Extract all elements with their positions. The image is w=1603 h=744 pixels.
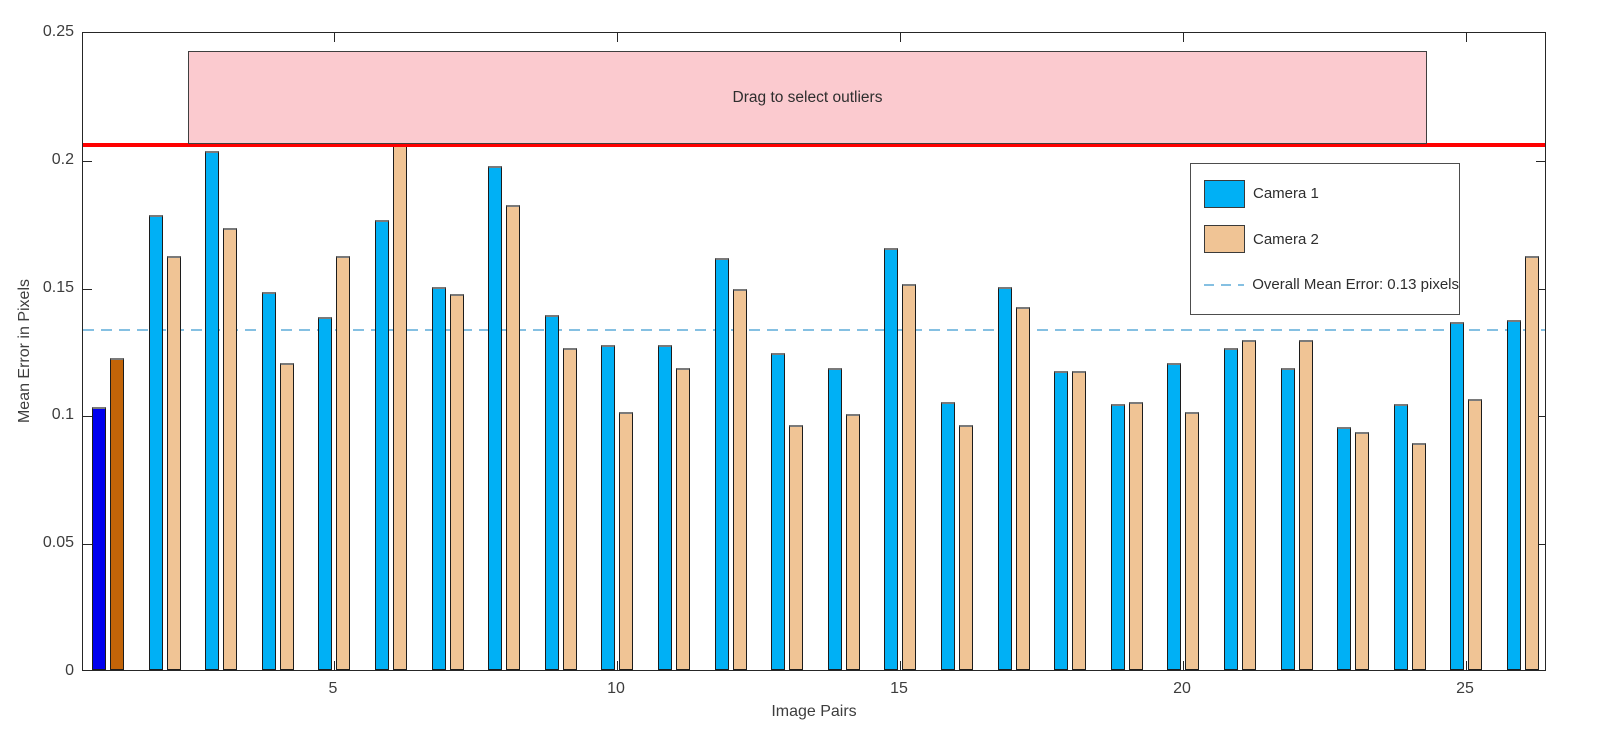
bar-camera1-pair-20[interactable] <box>1167 363 1182 670</box>
bar-camera1-pair-9[interactable] <box>544 315 559 670</box>
bar-camera1-pair-7[interactable] <box>431 287 446 670</box>
bar-camera2-pair-4[interactable] <box>279 363 294 670</box>
bar-camera1-pair-15[interactable] <box>884 248 899 670</box>
x-axis-title: Image Pairs <box>771 703 857 720</box>
x-tick-top <box>1466 33 1467 42</box>
y-tick-right <box>1536 161 1545 162</box>
bar-camera2-pair-7[interactable] <box>449 294 464 670</box>
x-tick-label: 5 <box>328 680 338 697</box>
outlier-threshold-line[interactable] <box>83 143 1545 147</box>
camera1-swatch <box>1204 179 1245 208</box>
bar-camera1-pair-4[interactable] <box>261 292 276 670</box>
legend-item-camera1: Camera 1 <box>1191 174 1459 214</box>
bar-camera2-pair-13[interactable] <box>789 425 804 670</box>
legend-item-camera2: Camera 2 <box>1191 219 1459 259</box>
legend-item-mean-error: Overall Mean Error: 0.13 pixels <box>1191 265 1459 305</box>
bar-camera2-pair-2[interactable] <box>166 256 181 670</box>
bar-camera2-pair-23[interactable] <box>1355 432 1370 670</box>
bar-camera2-pair-6[interactable] <box>393 141 407 670</box>
bar-camera1-pair-23[interactable] <box>1337 427 1352 670</box>
y-tick-left <box>83 289 92 290</box>
y-tick-label: 0.2 <box>51 151 74 168</box>
bar-camera2-pair-11[interactable] <box>676 368 690 670</box>
bar-camera2-pair-12[interactable] <box>732 289 747 670</box>
bar-camera2-pair-20[interactable] <box>1185 412 1200 670</box>
y-tick-label: 0.1 <box>51 406 74 423</box>
plot-area[interactable]: Drag to select outliers <box>82 32 1546 671</box>
bar-camera1-pair-14[interactable] <box>827 368 842 670</box>
bar-camera2-pair-24[interactable] <box>1411 443 1426 670</box>
bar-camera1-pair-12[interactable] <box>714 258 729 670</box>
bar-camera1-pair-2[interactable] <box>148 215 163 670</box>
bar-camera2-pair-19[interactable] <box>1128 402 1143 670</box>
bar-camera1-pair-16[interactable] <box>941 402 955 670</box>
bar-camera2-pair-9[interactable] <box>562 348 577 670</box>
camera1-label: Camera 1 <box>1253 185 1319 202</box>
drag-select-outliers-region[interactable]: Drag to select outliers <box>188 51 1427 144</box>
y-tick-left <box>83 161 92 162</box>
bar-camera2-pair-8[interactable] <box>506 205 521 670</box>
x-tick-top <box>617 33 618 42</box>
overall-mean-error-line <box>83 329 1545 331</box>
x-tick-label: 20 <box>1173 680 1191 697</box>
bar-camera1-pair-24[interactable] <box>1393 404 1408 670</box>
bar-camera1-pair-1[interactable] <box>92 407 106 670</box>
bar-camera1-pair-13[interactable] <box>771 353 786 670</box>
bar-camera2-pair-17[interactable] <box>1015 307 1030 670</box>
bar-camera1-pair-10[interactable] <box>601 345 616 670</box>
bar-camera2-pair-14[interactable] <box>845 414 860 670</box>
y-tick-label: 0.15 <box>42 279 74 296</box>
bar-camera1-pair-26[interactable] <box>1507 320 1521 670</box>
bar-camera2-pair-22[interactable] <box>1298 340 1313 670</box>
bar-camera2-pair-1[interactable] <box>110 358 124 670</box>
bar-camera1-pair-11[interactable] <box>658 345 672 670</box>
x-tick-top <box>900 33 901 42</box>
bar-camera1-pair-5[interactable] <box>318 317 333 670</box>
x-tick-label: 10 <box>607 680 625 697</box>
bar-camera2-pair-10[interactable] <box>619 412 634 670</box>
bar-camera1-pair-22[interactable] <box>1280 368 1295 670</box>
bar-camera1-pair-17[interactable] <box>997 287 1012 670</box>
mean-error-label: Overall Mean Error: 0.13 pixels <box>1252 276 1459 293</box>
mean-error-dash-icon <box>1204 283 1245 286</box>
legend: Camera 1 Camera 2 Overall Mean Error: 0.… <box>1190 163 1460 315</box>
x-tick-bottom <box>334 661 335 670</box>
y-tick-label: 0.25 <box>42 23 74 40</box>
bar-camera2-pair-16[interactable] <box>959 425 973 670</box>
bar-camera1-pair-19[interactable] <box>1110 404 1125 670</box>
y-axis-title: Mean Error in Pixels <box>16 278 33 424</box>
bar-camera1-pair-21[interactable] <box>1224 348 1238 670</box>
x-tick-bottom <box>1466 661 1467 670</box>
x-tick-top <box>1183 33 1184 42</box>
camera2-label: Camera 2 <box>1253 230 1319 248</box>
y-tick-label: 0.05 <box>42 534 74 551</box>
y-tick-left <box>83 544 92 545</box>
y-tick-right <box>1536 289 1545 290</box>
bar-camera1-pair-6[interactable] <box>375 220 389 670</box>
x-tick-label: 25 <box>1456 680 1474 697</box>
y-tick-label: 0 <box>65 662 74 679</box>
bar-camera2-pair-21[interactable] <box>1242 340 1256 670</box>
x-tick-top <box>334 33 335 42</box>
x-tick-bottom <box>1183 661 1184 670</box>
bar-camera1-pair-3[interactable] <box>205 151 220 670</box>
drag-select-outliers-label: Drag to select outliers <box>732 88 883 106</box>
bar-camera2-pair-26[interactable] <box>1525 256 1539 670</box>
bar-camera1-pair-8[interactable] <box>488 166 503 670</box>
bar-camera2-pair-15[interactable] <box>902 284 917 670</box>
x-tick-label: 15 <box>890 680 908 697</box>
bar-camera2-pair-3[interactable] <box>223 228 238 670</box>
bar-camera2-pair-25[interactable] <box>1468 399 1483 670</box>
x-tick-bottom <box>617 661 618 670</box>
y-tick-right <box>1536 544 1545 545</box>
camera2-swatch <box>1204 225 1245 253</box>
bar-camera2-pair-18[interactable] <box>1072 371 1087 670</box>
y-tick-left <box>83 416 92 417</box>
x-tick-bottom <box>900 661 901 670</box>
bar-camera1-pair-25[interactable] <box>1450 322 1465 670</box>
bar-camera1-pair-18[interactable] <box>1054 371 1069 670</box>
bar-camera2-pair-5[interactable] <box>336 256 351 670</box>
y-tick-right <box>1536 416 1545 417</box>
